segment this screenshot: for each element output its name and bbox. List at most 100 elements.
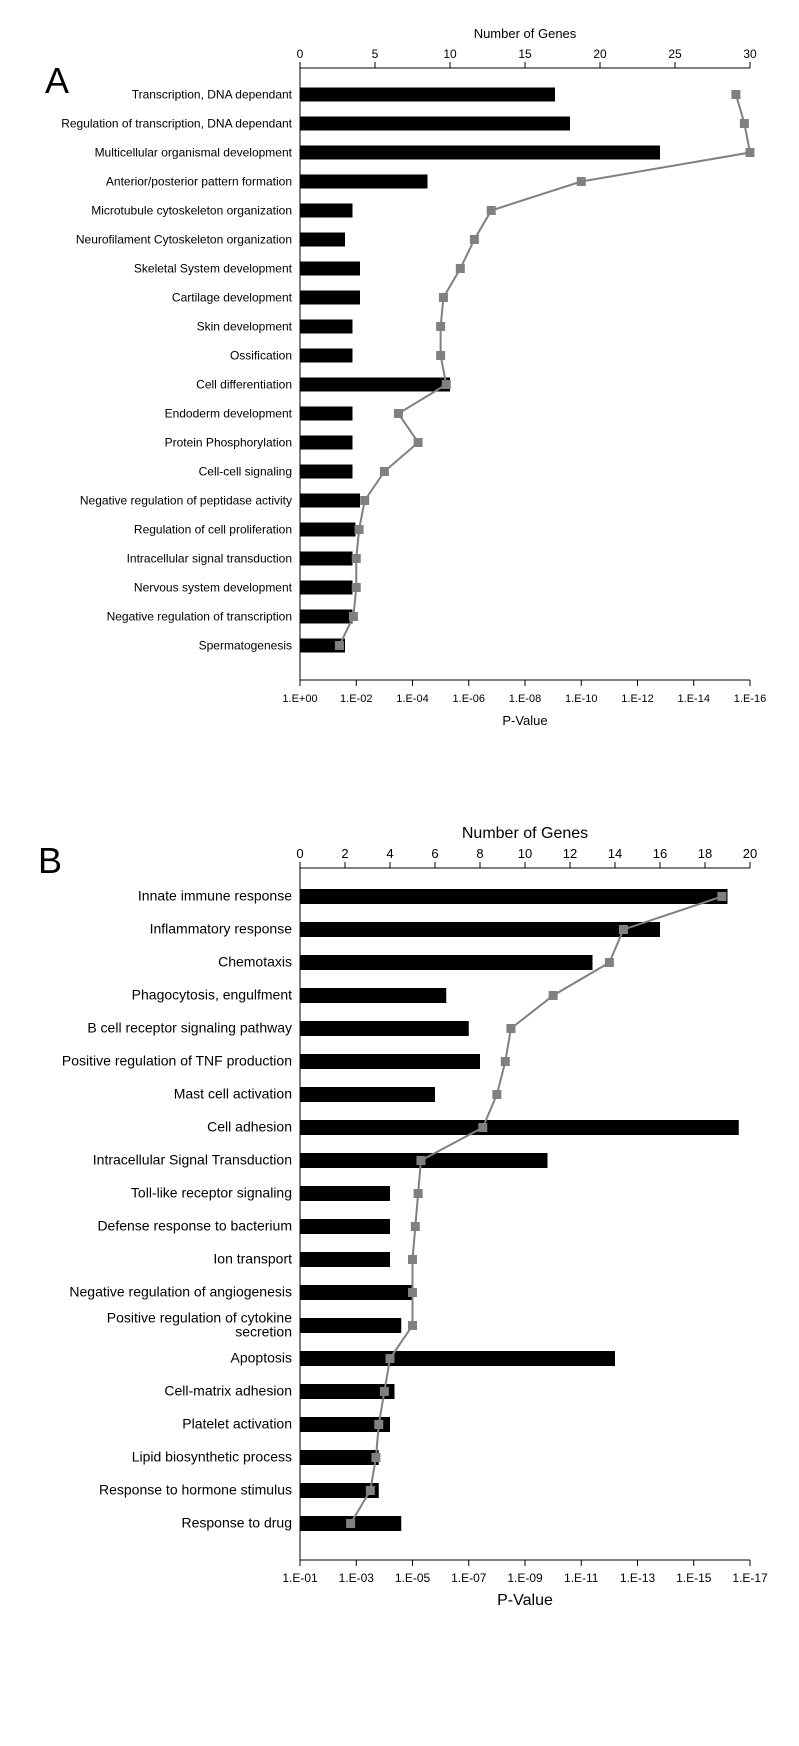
svg-text:0: 0 [297, 47, 304, 61]
svg-text:1.E-07: 1.E-07 [451, 1571, 487, 1585]
row-label: Cell-cell signaling [199, 465, 292, 479]
svg-text:1.E-13: 1.E-13 [620, 1571, 656, 1585]
pvalue-marker [349, 613, 357, 621]
row-label: Inflammatory response [150, 921, 293, 937]
bar [300, 436, 353, 450]
pvalue-marker [394, 410, 402, 418]
bar [300, 1120, 739, 1135]
pvalue-marker [355, 526, 363, 534]
row-label: Endoderm development [165, 407, 293, 421]
pvalue-marker [479, 1124, 487, 1132]
pvalue-marker [456, 265, 464, 273]
bar [300, 291, 360, 305]
svg-text:1.E-03: 1.E-03 [339, 1571, 375, 1585]
pvalue-marker [740, 120, 748, 128]
row-label: Negative regulation of peptidase activit… [80, 494, 292, 508]
bar [300, 955, 593, 970]
svg-text:10: 10 [518, 846, 532, 861]
pvalue-marker [718, 893, 726, 901]
bar [300, 233, 345, 247]
row-label: Toll-like receptor signaling [131, 1185, 292, 1201]
pvalue-marker [386, 1355, 394, 1363]
svg-text:12: 12 [563, 846, 577, 861]
svg-text:1.E-16: 1.E-16 [734, 693, 766, 705]
row-label: Positive regulation of TNF production [62, 1053, 292, 1069]
pvalue-marker [347, 1520, 355, 1528]
row-label: secretion [235, 1324, 292, 1340]
row-label: Skin development [197, 320, 293, 334]
pvalue-marker [487, 207, 495, 215]
bar [300, 922, 660, 937]
chart-b-container: B Number of Genes024681012141618201.E-01… [10, 810, 789, 1630]
pvalue-marker [417, 1157, 425, 1165]
row-label: Mast cell activation [174, 1086, 292, 1102]
row-label: Response to hormone stimulus [99, 1482, 292, 1498]
bar [300, 889, 728, 904]
pvalue-marker [493, 1091, 501, 1099]
svg-text:1.E-12: 1.E-12 [621, 693, 653, 705]
pvalue-marker [411, 1223, 419, 1231]
svg-text:1.E-05: 1.E-05 [395, 1571, 431, 1585]
row-label: Nervous system development [134, 581, 293, 595]
pvalue-marker [414, 439, 422, 447]
row-label: Regulation of cell proliferation [134, 523, 292, 537]
row-label: Platelet activation [182, 1416, 292, 1432]
bar [300, 1318, 401, 1333]
pvalue-marker [409, 1256, 417, 1264]
bar [300, 610, 353, 624]
bar [300, 1087, 435, 1102]
row-label: Defense response to bacterium [97, 1218, 292, 1234]
bar [300, 262, 360, 276]
pvalue-marker [605, 959, 613, 967]
svg-text:1.E-11: 1.E-11 [564, 1571, 599, 1585]
pvalue-marker [372, 1454, 380, 1462]
svg-text:16: 16 [653, 846, 667, 861]
bar [300, 465, 353, 479]
bar [300, 1351, 615, 1366]
svg-text:1.E-06: 1.E-06 [453, 693, 485, 705]
bar [300, 1285, 413, 1300]
pvalue-marker [619, 926, 627, 934]
panel-label-b: B [38, 840, 62, 882]
svg-text:1.E-14: 1.E-14 [678, 693, 710, 705]
row-label: Apoptosis [231, 1350, 292, 1366]
svg-text:1.E-10: 1.E-10 [565, 693, 597, 705]
pvalue-marker [746, 149, 754, 157]
bar [300, 581, 353, 595]
bar [300, 320, 353, 334]
bar [300, 988, 446, 1003]
svg-text:P-Value: P-Value [497, 1592, 553, 1609]
pvalue-marker [335, 642, 343, 650]
svg-text:1.E-04: 1.E-04 [396, 693, 428, 705]
row-label: Neurofilament Cytoskeleton organization [76, 233, 292, 247]
svg-text:14: 14 [608, 846, 622, 861]
bar [300, 523, 356, 537]
row-label: Multicellular organismal development [95, 146, 293, 160]
pvalue-marker [366, 1487, 374, 1495]
row-label: Chemotaxis [218, 954, 292, 970]
row-label: Negative regulation of transcription [107, 610, 292, 624]
row-label: Cell adhesion [207, 1119, 292, 1135]
chart-a-container: A Number of Genes0510152025301.E+001.E-0… [10, 20, 789, 750]
svg-text:1.E-08: 1.E-08 [509, 693, 541, 705]
bar [300, 88, 555, 102]
pvalue-marker [501, 1058, 509, 1066]
svg-text:20: 20 [593, 47, 607, 61]
row-label: Protein Phosphorylation [165, 436, 292, 450]
row-label: Negative regulation of angiogenesis [69, 1284, 292, 1300]
svg-text:1.E-01: 1.E-01 [282, 1571, 318, 1585]
pvalue-marker [577, 178, 585, 186]
svg-text:Number of Genes: Number of Genes [462, 825, 588, 842]
svg-text:25: 25 [668, 47, 682, 61]
bar [300, 1054, 480, 1069]
pvalue-marker [442, 381, 450, 389]
pvalue-marker [361, 497, 369, 505]
svg-text:30: 30 [743, 47, 757, 61]
row-label: Spermatogenesis [199, 639, 292, 653]
svg-text:P-Value: P-Value [502, 713, 547, 728]
bar [300, 1219, 390, 1234]
bar [300, 494, 360, 508]
svg-text:1.E-09: 1.E-09 [507, 1571, 543, 1585]
svg-text:8: 8 [476, 846, 483, 861]
row-label: Cell-matrix adhesion [164, 1383, 292, 1399]
